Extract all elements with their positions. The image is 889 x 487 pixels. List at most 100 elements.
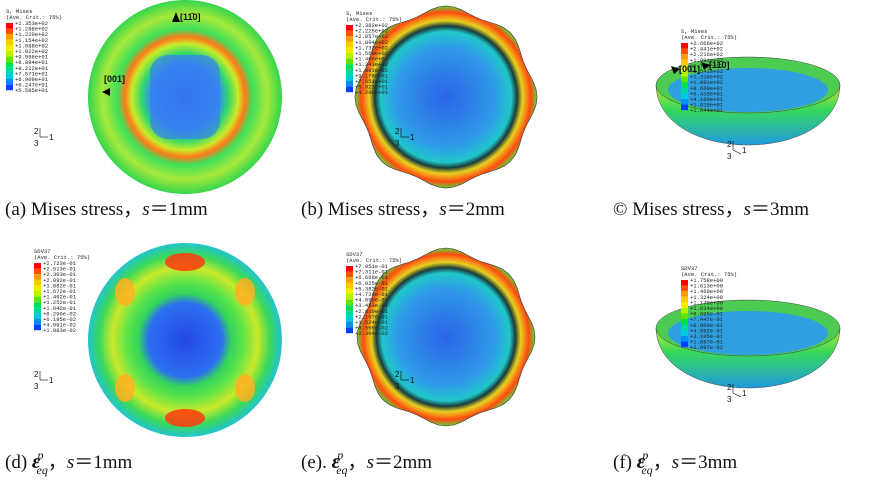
contour-disk [88, 243, 282, 437]
legend-swatch [6, 85, 13, 91]
triad-label: 2 [395, 370, 400, 379]
legend-swatch [34, 285, 41, 291]
hot-spot [235, 374, 255, 402]
caption-tag: (d) [5, 452, 32, 473]
hot-spot [165, 409, 205, 427]
legend-swatch [6, 45, 13, 51]
triad-label: 1 [49, 376, 54, 385]
caption: © Mises stress，s＝3mm [613, 199, 809, 220]
legend-swatch [34, 291, 41, 297]
legend-swatch [346, 31, 353, 37]
legend-swatch [681, 336, 688, 342]
center-region [150, 55, 220, 139]
panel: S, Mises(Ave. Crit.: 75%)+1.353e+02+1.28… [5, 0, 282, 220]
triad-label: 2 [34, 127, 39, 136]
caption-value: ＝3mm [751, 199, 809, 220]
triad-label: 2 [727, 140, 732, 149]
legend-swatch [681, 43, 688, 49]
caption: (a) Mises stress，s＝1mm [5, 199, 208, 220]
legend-swatch [34, 325, 41, 331]
legend-swatch [681, 88, 688, 94]
legend-swatch [681, 325, 688, 331]
caption-var: s [672, 452, 679, 473]
caption-tag: © [613, 199, 632, 220]
legend-swatch [346, 322, 353, 328]
caption-tag: (f) [613, 452, 637, 473]
caption-sep: ， [420, 199, 439, 220]
legend-swatch [681, 82, 688, 88]
triad-label: 3 [395, 382, 400, 391]
legend-value: +4.296e+01 [355, 89, 389, 96]
legend-swatch [681, 77, 688, 83]
legend-swatch [346, 266, 353, 272]
caption: (b) Mises stress，s＝2mm [301, 199, 505, 220]
triad-label: 3 [727, 395, 732, 404]
panel: SDV37(Ave. Crit.: 75%)+1.758e+00+1.613e+… [613, 265, 840, 477]
caption-tag: (b) [301, 199, 328, 220]
legend-swatch [346, 277, 353, 283]
triad-label: 1 [410, 376, 415, 385]
caption-quantity: Mises stress [632, 199, 724, 220]
caption-sub: eq [641, 463, 652, 477]
caption: (f) εpeq，s＝3mm [613, 448, 737, 477]
triad-label: 3 [395, 139, 400, 148]
direction-label: [001] [104, 74, 125, 84]
legend-swatch [346, 300, 353, 306]
caption-value: ＝2mm [447, 199, 505, 220]
legend-swatch [34, 280, 41, 286]
legend-swatch [34, 297, 41, 303]
caption-sup: p [37, 448, 44, 462]
legend-swatch [681, 99, 688, 105]
legend-swatch [346, 36, 353, 42]
legend-swatch [346, 81, 353, 87]
legend-swatch [34, 308, 41, 314]
legend-swatch [6, 57, 13, 63]
caption-sep: ， [123, 199, 142, 220]
legend-swatch [6, 34, 13, 40]
legend-value: +5.585e+01 [15, 87, 49, 94]
legend-swatch [346, 87, 353, 93]
legend-swatch [681, 291, 688, 297]
direction-label: [001] [679, 64, 700, 74]
hot-spot [115, 374, 135, 402]
legend-swatch [681, 308, 688, 314]
legend-swatch [6, 23, 13, 29]
legend-swatch [681, 319, 688, 325]
triad-label: 2 [395, 127, 400, 136]
legend-swatch [6, 79, 13, 85]
caption-var: s [67, 452, 74, 473]
legend-swatch [346, 53, 353, 59]
legend-swatch [346, 75, 353, 81]
legend-swatch [6, 40, 13, 46]
legend-swatch [34, 319, 41, 325]
panel: SDV37(Ave. Crit.: 75%)+2.723e-01+2.513e-… [5, 243, 282, 477]
caption-sep: ， [653, 452, 672, 473]
caption-value: ＝3mm [679, 452, 737, 473]
triad-label: 1 [410, 133, 415, 142]
triad-label: 2 [727, 383, 732, 392]
legend-swatch [346, 283, 353, 289]
legend-swatch [6, 73, 13, 79]
caption-sup: p [336, 448, 343, 462]
caption-quantity: Mises stress [31, 199, 123, 220]
legend-value: +1.983e-02 [43, 327, 76, 334]
legend-swatch [346, 59, 353, 65]
legend-swatch [346, 328, 353, 334]
panel: SDV37(Ave. Crit.: 75%)+7.951e-01+7.311e-… [301, 248, 535, 477]
triad-label: 3 [34, 382, 39, 391]
legend-swatch [34, 269, 41, 275]
legend-swatch [34, 274, 41, 280]
caption-var: s [142, 199, 149, 220]
legend-swatch [681, 302, 688, 308]
legend-swatch [346, 25, 353, 31]
legend-swatch [346, 70, 353, 76]
legend-swatch [681, 49, 688, 55]
legend-value: +2.394e-02 [355, 330, 388, 337]
figure: S, Mises(Ave. Crit.: 75%)+1.353e+02+1.28… [0, 0, 889, 487]
caption-value: ＝2mm [374, 452, 432, 473]
legend-swatch [34, 313, 41, 319]
caption-value: ＝1mm [150, 199, 208, 220]
triad-label: 2 [34, 370, 39, 379]
panel: S, Mises(Ave. Crit.: 75%)+2.382e+02+2.22… [301, 6, 537, 220]
